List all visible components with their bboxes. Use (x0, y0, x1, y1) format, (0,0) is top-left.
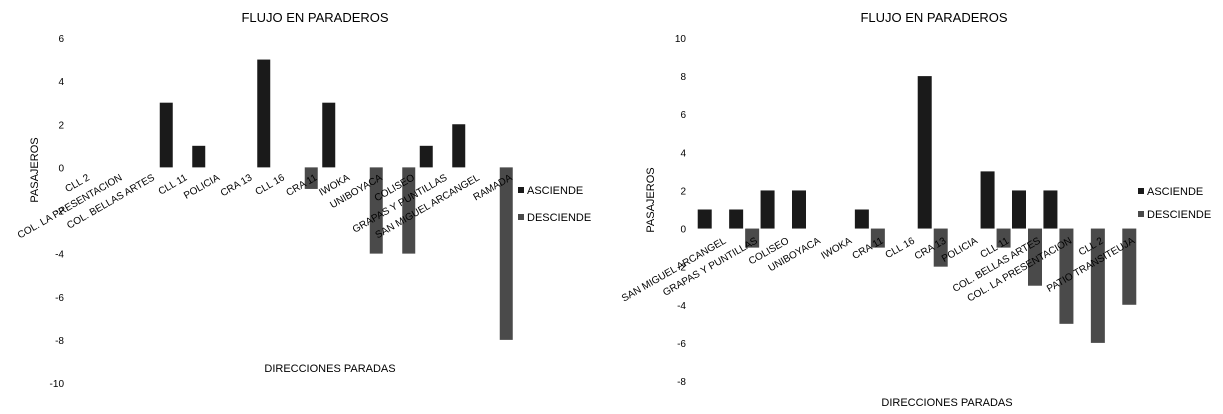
bar-descend (1090, 228, 1105, 343)
legend-label-ascend: ASCIENDE (1147, 186, 1203, 198)
bar-ascend (322, 102, 336, 168)
y-tick-label: -4 (677, 301, 686, 312)
y-tick-label: -6 (55, 293, 64, 304)
bar-descend (1059, 228, 1074, 324)
chart-right-svg: FLUJO EN PARADEROS PASAJEROS DIRECCIONES… (620, 10, 1211, 409)
x-axis-label: DIRECCIONES PARADAS (264, 363, 395, 375)
bar-descend (402, 167, 416, 254)
bar-ascend (854, 209, 869, 229)
x-tick-label: CRA 13 (219, 172, 255, 199)
legend-label-descend: DESCIENDE (527, 212, 591, 224)
y-tick-label: 4 (680, 148, 686, 159)
legend-swatch-ascend (518, 187, 524, 193)
legend: ASCIENDE DESCIENDE (1138, 186, 1211, 221)
bar-ascend (1012, 190, 1026, 229)
y-tick-label: -8 (55, 336, 64, 347)
chart-left-svg: FLUJO EN PARADEROS PASAJEROS DIRECCIONES… (16, 10, 591, 390)
bar-ascend (452, 124, 466, 168)
bar-descend (1028, 228, 1042, 286)
y-tick-label: 6 (58, 34, 64, 45)
bar-ascend (257, 59, 271, 168)
bar-descend (933, 228, 948, 267)
chart-right: FLUJO EN PARADEROS PASAJEROS DIRECCIONES… (612, 0, 1223, 414)
bar-descend (745, 228, 760, 248)
y-tick-label: 4 (58, 77, 64, 88)
y-tick-label: 6 (680, 110, 686, 121)
bar-ascend (980, 171, 995, 229)
legend-swatch-descend (518, 214, 524, 220)
y-tick-label: -2 (677, 263, 686, 274)
x-tick-label: CRA 11 (851, 235, 886, 262)
x-axis-label: DIRECCIONES PARADAS (881, 397, 1012, 409)
y-tick-label: -2 (55, 207, 64, 218)
bar-ascend (1043, 190, 1058, 229)
bar-descend (1122, 228, 1137, 305)
bar-ascend (697, 209, 712, 229)
y-tick-label: -4 (55, 250, 64, 261)
x-tick-label: CLL 16 (254, 172, 287, 198)
bar-ascend (159, 102, 173, 168)
bar-ascend (419, 145, 433, 168)
bar-descend (369, 167, 383, 254)
bar-ascend (760, 190, 775, 229)
chart-left: FLUJO EN PARADEROS PASAJEROS DIRECCIONES… (16, 10, 591, 390)
bar-descend (499, 167, 513, 340)
y-axis-label: PASAJEROS (645, 167, 657, 232)
y-tick-label: -6 (677, 339, 686, 350)
bar-ascend (917, 76, 932, 229)
bar-ascend (729, 209, 744, 229)
y-tick-label: 0 (680, 225, 686, 236)
legend-label-descend: DESCIENDE (1147, 209, 1211, 221)
bar-descend (996, 228, 1011, 248)
legend-label-ascend: ASCIENDE (527, 185, 583, 197)
y-axis-label: PASAJEROS (29, 137, 41, 202)
y-tick-label: -8 (677, 377, 686, 388)
legend: ASCIENDE DESCIENDE (518, 185, 591, 224)
x-tick-label: POLICIA (182, 172, 222, 201)
y-tick-label: 2 (58, 120, 64, 131)
bar-descend (870, 228, 885, 248)
chart-title: FLUJO EN PARADEROS (241, 10, 388, 25)
x-tick-label: IWOKA (820, 235, 855, 261)
y-tick-label: 0 (58, 163, 64, 174)
y-tick-label: 8 (680, 72, 686, 83)
y-tick-label: -10 (50, 379, 65, 390)
bar-ascend (192, 145, 206, 168)
y-tick-label: 2 (680, 186, 686, 197)
bar-ascend (792, 190, 806, 229)
chart-title: FLUJO EN PARADEROS (860, 10, 1007, 25)
y-tick-label: 10 (675, 34, 687, 45)
legend-swatch-ascend (1138, 188, 1144, 194)
x-tick-label: CLL 16 (884, 235, 917, 261)
bar-descend (304, 167, 318, 189)
legend-swatch-descend (1138, 211, 1144, 217)
